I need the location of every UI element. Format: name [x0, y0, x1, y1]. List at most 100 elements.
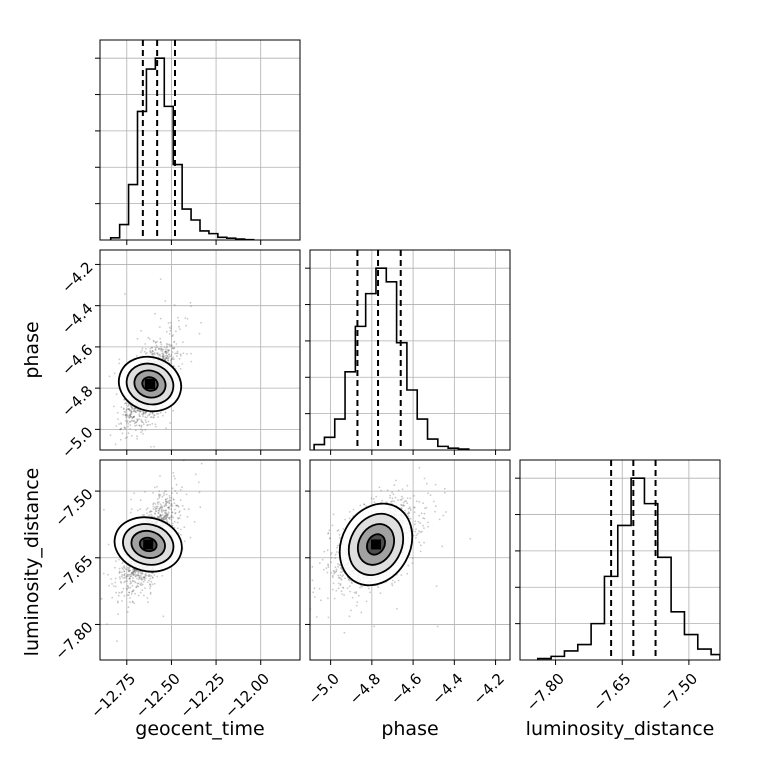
scatter-point	[385, 501, 388, 504]
scatter-point	[123, 426, 126, 429]
scatter-point	[334, 553, 337, 556]
scatter-point	[137, 585, 140, 588]
scatter-point	[198, 332, 201, 335]
scatter-point	[401, 488, 404, 491]
scatter-point	[177, 505, 180, 508]
scatter-point	[326, 549, 329, 552]
scatter-point	[123, 407, 125, 410]
scatter-point	[343, 631, 346, 634]
scatter-point	[139, 410, 142, 413]
scatter-point	[170, 503, 173, 506]
scatter-point	[147, 581, 149, 583]
scatter-point	[397, 499, 399, 501]
scatter-point	[401, 507, 403, 510]
scatter-point	[444, 491, 446, 494]
scatter-point	[166, 343, 169, 346]
scatter-point	[116, 640, 118, 643]
scatter-point	[131, 600, 134, 603]
scatter-point	[174, 352, 177, 355]
scatter-point	[166, 355, 169, 357]
scatter-point	[178, 325, 181, 328]
scatter-point	[130, 405, 133, 408]
scatter-point	[330, 553, 332, 556]
scatter-point	[185, 493, 188, 496]
scatter-point	[170, 503, 173, 505]
scatter-point	[347, 578, 350, 581]
scatter-point	[132, 580, 135, 583]
scatter-point	[153, 352, 156, 354]
scatter-point	[130, 575, 133, 578]
scatter-point	[155, 344, 158, 347]
scatter-point	[142, 576, 145, 579]
scatter-point	[137, 409, 140, 411]
scatter-point	[144, 412, 147, 415]
scatter-point	[170, 514, 173, 517]
scatter-point	[154, 503, 157, 505]
scatter-point	[167, 349, 170, 352]
scatter-point	[152, 508, 155, 510]
scatter-point	[133, 492, 136, 495]
scatter-point	[178, 510, 181, 513]
scatter-point	[179, 354, 182, 357]
scatter-point	[170, 508, 173, 511]
scatter-point	[166, 501, 169, 504]
scatter-point	[144, 575, 147, 578]
scatter-point	[122, 577, 124, 579]
scatter-point	[120, 406, 123, 408]
scatter-point	[341, 575, 344, 578]
scatter-point	[164, 511, 166, 514]
scatter-point	[149, 351, 152, 353]
scatter-point	[127, 415, 129, 418]
scatter-point	[128, 591, 131, 594]
scatter-point	[113, 405, 115, 408]
scatter-point	[136, 437, 139, 440]
scatter-point	[85, 647, 87, 649]
scatter-point	[133, 410, 135, 412]
scatter-point	[170, 355, 172, 358]
scatter-point	[142, 412, 145, 414]
scatter-point	[291, 585, 293, 587]
panel-hist-luminosity-distance	[515, 459, 721, 665]
scatter-point	[159, 337, 162, 340]
scatter-point	[100, 597, 103, 600]
scatter-point	[133, 569, 136, 571]
scatter-point	[438, 518, 441, 521]
scatter-point	[165, 352, 167, 355]
scatter-point	[162, 615, 165, 618]
scatter-point	[164, 504, 166, 507]
scatter-point	[143, 576, 146, 579]
histogram-step-geocent-time	[109, 57, 255, 240]
scatter-point	[170, 519, 173, 521]
scatter-point	[117, 613, 119, 616]
scatter-point	[164, 498, 167, 501]
scatter-point	[166, 345, 168, 348]
scatter-point	[141, 349, 144, 352]
scatter-point	[141, 572, 144, 575]
scatter-point	[163, 492, 165, 495]
scatter-point	[164, 515, 167, 517]
scatter-point	[128, 421, 131, 423]
scatter-point	[135, 421, 137, 424]
scatter-point	[137, 571, 140, 574]
scatter-point	[97, 522, 99, 524]
scatter-point	[151, 350, 154, 352]
scatter-point	[147, 424, 149, 426]
scatter-point	[149, 587, 151, 590]
scatter-point	[141, 578, 144, 581]
scatter-point	[133, 420, 136, 422]
scatter-point	[181, 363, 184, 365]
scatter-point	[130, 591, 133, 593]
scatter-point	[170, 360, 172, 363]
scatter-point	[429, 494, 432, 497]
scatter-point	[340, 567, 342, 570]
scatter-point	[178, 357, 181, 360]
scatter-point	[422, 524, 424, 527]
scatter-point	[132, 572, 135, 575]
scatter-point	[144, 491, 146, 493]
scatter-point	[160, 507, 162, 510]
density-peak	[145, 379, 155, 390]
scatter-point	[116, 601, 119, 604]
scatter-point	[151, 413, 154, 415]
scatter-point	[138, 575, 141, 577]
scatter-point	[160, 517, 163, 519]
